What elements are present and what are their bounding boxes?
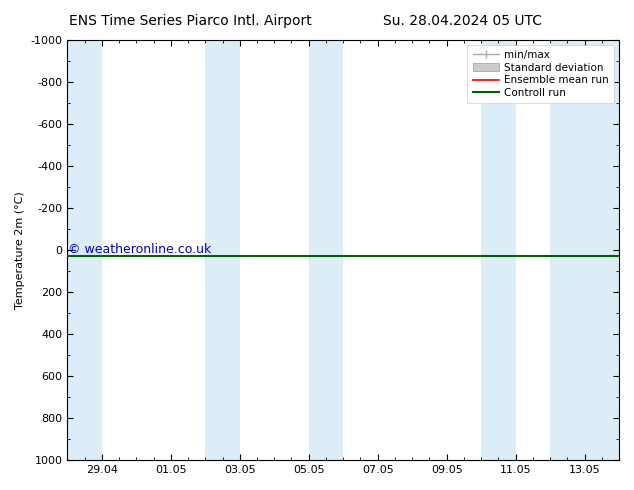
Bar [481, 40, 515, 460]
Bar [550, 40, 619, 460]
Legend: min/max, Standard deviation, Ensemble mean run, Controll run: min/max, Standard deviation, Ensemble me… [467, 45, 614, 103]
Text: ENS Time Series Piarco Intl. Airport: ENS Time Series Piarco Intl. Airport [69, 14, 311, 28]
Text: © weatheronline.co.uk: © weatheronline.co.uk [68, 243, 211, 256]
Text: Su. 28.04.2024 05 UTC: Su. 28.04.2024 05 UTC [384, 14, 542, 28]
Bar [205, 40, 240, 460]
Y-axis label: Temperature 2m (°C): Temperature 2m (°C) [15, 191, 25, 309]
Bar [309, 40, 343, 460]
Bar [67, 40, 102, 460]
